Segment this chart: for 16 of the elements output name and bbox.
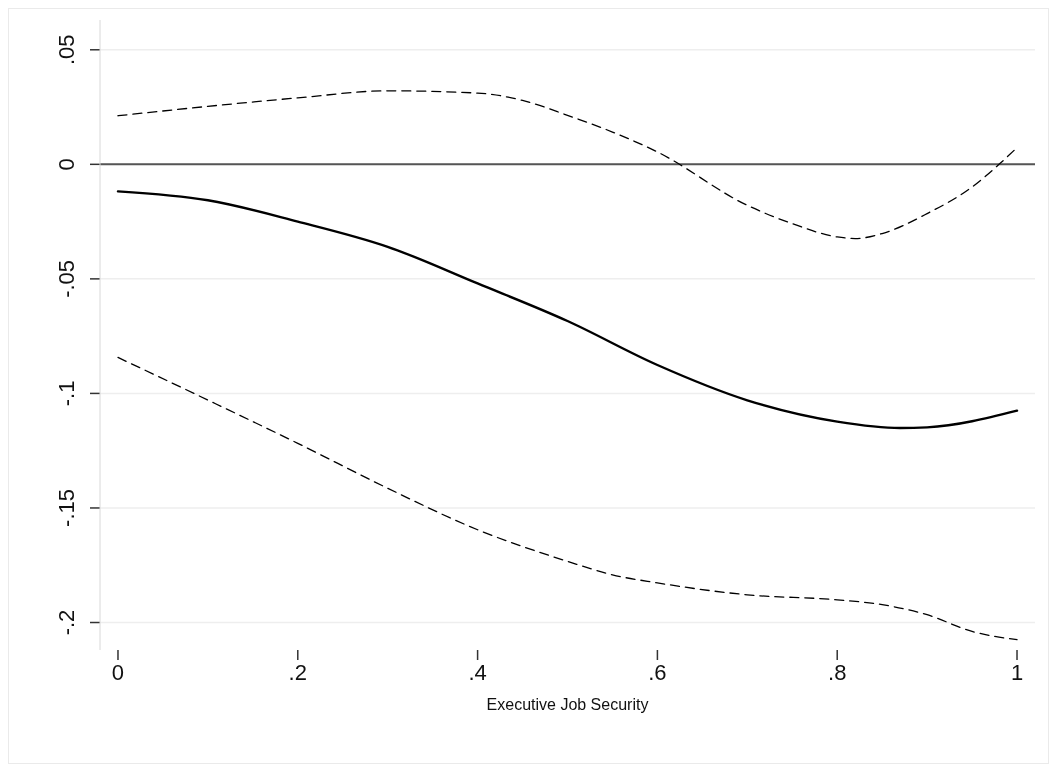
y-tick-label: -.1: [54, 380, 79, 407]
x-tick-label: .2: [288, 660, 307, 685]
x-tick-label: .4: [468, 660, 487, 685]
line-series: [116, 190, 1019, 430]
x-tick-label: .8: [828, 660, 847, 685]
x-tick-label: .6: [648, 660, 667, 685]
y-tick-label: 0: [54, 158, 79, 171]
line-series: [117, 90, 1018, 240]
y-tick-label: -.2: [54, 609, 79, 636]
y-tick-label: -.15: [54, 489, 79, 527]
line-series: [117, 356, 1018, 641]
y-tick-label: .05: [54, 34, 79, 66]
x-axis-title: Executive Job Security: [486, 696, 649, 713]
x-tick-label: 1: [1010, 660, 1024, 685]
y-tick-label: -.05: [54, 259, 79, 298]
x-tick-label: 0: [111, 660, 125, 685]
